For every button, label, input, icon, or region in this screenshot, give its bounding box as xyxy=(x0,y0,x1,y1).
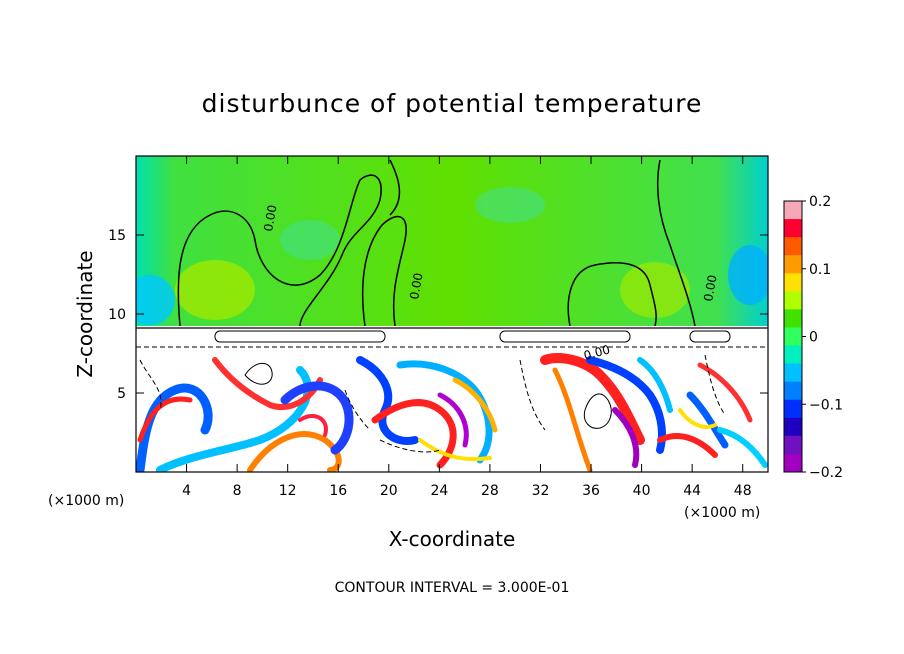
colorbar-swatch xyxy=(784,201,802,220)
x-tick-label: 16 xyxy=(329,483,347,499)
y-axis-title: Z-coordinate xyxy=(73,250,97,377)
turbulent-eddies xyxy=(136,353,768,472)
contour-line xyxy=(177,174,382,327)
y-axis-unit: (×1000 m) xyxy=(48,493,124,509)
colorbar-tick-label: 0.1 xyxy=(809,262,831,278)
colorbar-tick-label: 0 xyxy=(809,330,818,346)
x-tick-label: 44 xyxy=(683,483,701,499)
x-tick-label: 12 xyxy=(279,483,297,499)
plot-area xyxy=(136,156,768,472)
contour-label: 0.00 xyxy=(261,204,279,233)
y-tick-label: 10 xyxy=(108,307,126,323)
colorbar-swatch xyxy=(784,381,802,401)
y-tick-label: 15 xyxy=(108,228,126,244)
cool-anomaly xyxy=(136,275,175,325)
cool-anomaly xyxy=(475,187,545,223)
colorbar-swatch xyxy=(784,219,802,238)
x-tick-label: 36 xyxy=(582,483,600,499)
warm-anomaly xyxy=(175,260,255,320)
x-axis-unit: (×1000 m) xyxy=(684,505,760,521)
colorbar-swatch xyxy=(784,399,802,419)
cool-anomaly xyxy=(728,245,768,305)
lower-contours xyxy=(139,354,726,453)
x-tick-label: 32 xyxy=(532,483,550,499)
colorbar-frame xyxy=(783,200,803,473)
x-tick-label: 48 xyxy=(734,483,752,499)
colorbar-swatch xyxy=(784,345,802,365)
colorbar-swatch xyxy=(784,291,802,310)
colorbar-swatch xyxy=(784,273,802,292)
contour-line xyxy=(567,262,657,327)
inversion-band xyxy=(136,326,768,350)
x-tick-label: 40 xyxy=(633,483,651,499)
colorbar-swatch xyxy=(784,453,802,473)
y-tick-label: 5 xyxy=(117,386,126,402)
colorbar-swatch xyxy=(784,327,802,347)
warm-anomaly xyxy=(620,262,690,318)
y-axis: 5 10 15 xyxy=(108,228,768,402)
colorbar-tick-label: −0.1 xyxy=(809,397,843,413)
colorbar-swatch xyxy=(784,417,802,437)
x-axis-title: X-coordinate xyxy=(389,527,516,551)
contour-line xyxy=(499,330,631,343)
contour-line xyxy=(214,330,386,343)
x-tick-label: 24 xyxy=(430,483,448,499)
chart-title: disturbunce of potential temperature xyxy=(202,89,703,118)
contour-line xyxy=(389,159,401,216)
contour-labels: 0.00 0.00 0.00 0.00 xyxy=(261,204,719,363)
x-tick-label: 28 xyxy=(481,483,499,499)
contour-label: 0.00 xyxy=(407,272,425,301)
contour-label: 0.00 xyxy=(582,342,611,362)
x-axis: 4 8 12 16 20 24 28 32 36 40 44 48 xyxy=(182,156,752,499)
colorbar-swatch xyxy=(784,363,802,383)
colorbar-swatch xyxy=(784,309,802,328)
contour-line xyxy=(689,330,731,343)
contour-line xyxy=(361,215,407,327)
x-tick-label: 4 xyxy=(182,483,191,499)
contour-interval-note: CONTOUR INTERVAL = 3.000E-01 xyxy=(335,580,570,596)
colorbar-tick-label: 0.2 xyxy=(809,194,831,210)
cool-anomaly xyxy=(280,220,340,260)
x-tick-label: 8 xyxy=(233,483,242,499)
contour-label: 0.00 xyxy=(701,274,719,303)
colorbar-swatch xyxy=(784,255,802,274)
contour-line xyxy=(656,159,696,327)
colorbar-swatch xyxy=(784,237,802,256)
colorbar: 0.2 0.1 0 −0.1 −0.2 xyxy=(784,194,843,481)
colorbar-swatch xyxy=(784,435,802,455)
colorbar-tick-label: −0.2 xyxy=(809,465,843,481)
x-tick-label: 20 xyxy=(380,483,398,499)
